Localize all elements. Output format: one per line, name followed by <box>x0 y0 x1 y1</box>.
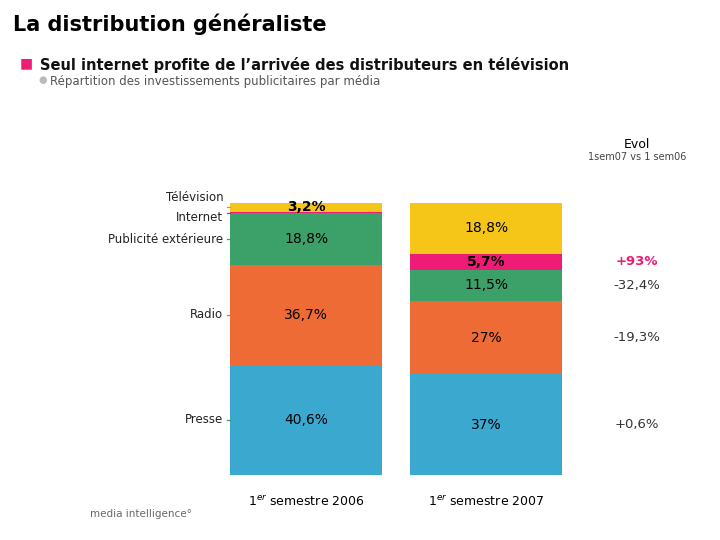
Text: 37%: 37% <box>471 418 501 432</box>
Text: 11,5%: 11,5% <box>464 278 508 292</box>
Text: Seul internet profite de l’arrivée des distributeurs en télévision: Seul internet profite de l’arrivée des d… <box>40 57 569 73</box>
Text: +93%: +93% <box>616 255 659 268</box>
Text: Publicité extérieure: Publicité extérieure <box>108 233 223 246</box>
Text: -19,3%: -19,3% <box>613 331 661 344</box>
Bar <box>230 212 382 213</box>
Bar <box>410 254 562 269</box>
Text: Répartition des investissements publicitaires par média: Répartition des investissements publicit… <box>50 75 381 87</box>
Text: ●: ● <box>38 75 47 85</box>
Bar <box>230 265 382 365</box>
Bar <box>230 364 382 475</box>
Text: Radio: Radio <box>190 308 223 321</box>
Text: Internet: Internet <box>176 212 223 225</box>
Text: tns: tns <box>25 505 55 524</box>
Bar <box>230 203 382 212</box>
Text: 27%: 27% <box>471 330 501 345</box>
Text: $1^{er}$ semestre 2006: $1^{er}$ semestre 2006 <box>248 494 364 509</box>
Text: +0,6%: +0,6% <box>615 418 660 431</box>
Bar <box>410 374 562 475</box>
Text: ■: ■ <box>20 57 33 71</box>
Text: 18,8%: 18,8% <box>284 232 328 246</box>
Text: Evol: Evol <box>624 138 650 151</box>
Text: 40,6%: 40,6% <box>284 413 328 427</box>
Text: $1^{er}$ semestre 2007: $1^{er}$ semestre 2007 <box>428 494 544 509</box>
Text: Presse: Presse <box>185 414 223 427</box>
Text: -32,4%: -32,4% <box>613 279 661 292</box>
Text: 36,7%: 36,7% <box>284 308 328 322</box>
Bar <box>410 301 562 374</box>
Bar <box>410 269 562 301</box>
Text: La distribution généraliste: La distribution généraliste <box>13 14 327 35</box>
Text: 3,2%: 3,2% <box>287 200 325 214</box>
Text: Télévision: Télévision <box>166 191 223 204</box>
Text: 1sem07 vs 1 sem06: 1sem07 vs 1 sem06 <box>588 152 686 163</box>
Text: media intelligence°: media intelligence° <box>90 509 192 519</box>
Text: 18,8%: 18,8% <box>464 221 508 235</box>
Bar <box>230 213 382 265</box>
Bar <box>410 203 562 254</box>
Text: 5,7%: 5,7% <box>467 255 505 269</box>
